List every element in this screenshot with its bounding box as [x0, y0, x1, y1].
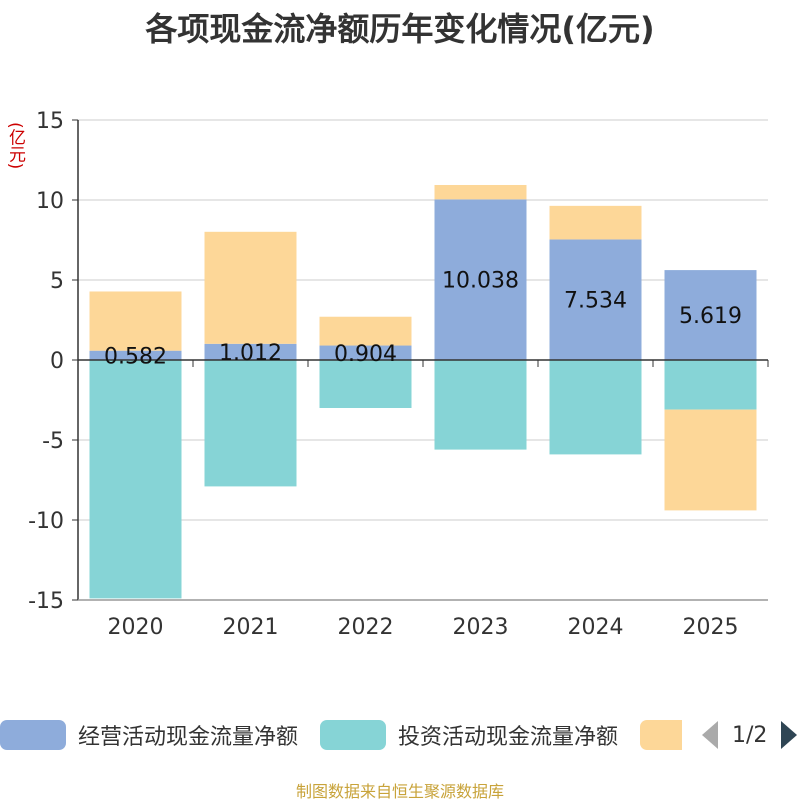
y-tick-label: 15 — [36, 109, 64, 134]
y-tick-label: -15 — [28, 589, 64, 614]
legend-item-financing[interactable] — [640, 716, 682, 754]
bar-financing-2021 — [204, 231, 297, 344]
bar-investing-2022 — [319, 360, 412, 408]
x-tick-label: 2025 — [683, 615, 739, 640]
pager-next-icon[interactable] — [781, 721, 798, 749]
legend-swatch-investing — [320, 720, 386, 750]
bar-investing-2024 — [549, 360, 642, 455]
bar-investing-2025 — [664, 360, 757, 410]
legend-swatch-operating — [0, 720, 66, 750]
legend-label-operating: 经营活动现金流量净额 — [78, 725, 299, 750]
bar-investing-2021 — [204, 360, 297, 487]
axes: 15 10 5 0 -5 -10 -15 — [28, 109, 769, 614]
x-tick-label: 2020 — [108, 615, 164, 640]
y-tick-label: 0 — [50, 349, 64, 374]
y-tick-label: 5 — [50, 269, 64, 294]
data-labels: 2020 2021 2022 2023 2024 2025 0.582 1.012 0.904 1… — [104, 269, 742, 640]
data-label-operating: 0.904 — [334, 342, 397, 367]
x-tick-label: 2024 — [568, 615, 624, 640]
y-tick-label: -10 — [28, 509, 64, 534]
bar-chart: 15 10 5 0 -5 -10 -15 2020 2021 2022 2023 2024 2025 0… — [28, 109, 769, 640]
chart-title: 各项现金流净额历年变化情况(亿元) — [145, 10, 655, 48]
x-tick-label: 2021 — [223, 615, 279, 640]
legend-item-investing[interactable]: 投资活动现金流量净额 — [320, 716, 618, 754]
bar-operating-2023 — [434, 199, 527, 360]
bar-operating-2025 — [664, 270, 757, 360]
data-label-operating: 7.534 — [564, 289, 627, 314]
y-tick-label: -5 — [42, 429, 64, 454]
bars — [89, 184, 757, 599]
x-tick-label: 2023 — [453, 615, 509, 640]
bar-financing-2025 — [664, 409, 757, 511]
bar-financing-2024 — [549, 205, 642, 240]
bar-financing-2020 — [89, 291, 182, 351]
legend-pager: 1/2 — [702, 716, 798, 754]
pager-page-text: 1/2 — [732, 722, 768, 748]
bar-operating-2022 — [319, 345, 412, 360]
data-label-operating: 10.038 — [442, 269, 519, 294]
bar-financing-2023 — [434, 184, 527, 200]
legend: 经营活动现金流量净额 投资活动现金流量净额 1/2 — [0, 716, 800, 754]
pager-prev-icon[interactable] — [702, 721, 718, 749]
bar-financing-2022 — [319, 316, 412, 346]
bar-operating-2021 — [204, 343, 297, 360]
legend-swatch-financing — [640, 720, 682, 750]
x-tick-label: 2022 — [338, 615, 394, 640]
y-tick-label: 10 — [36, 189, 64, 214]
bar-investing-2023 — [434, 360, 527, 450]
data-label-operating: 1.012 — [219, 341, 282, 366]
data-source-note: 制图数据来自恒生聚源数据库 — [295, 782, 504, 801]
bar-investing-2020 — [89, 360, 182, 599]
bar-operating-2020 — [89, 350, 182, 360]
legend-item-operating[interactable]: 经营活动现金流量净额 — [0, 716, 298, 754]
data-label-operating: 5.619 — [679, 304, 742, 329]
y-axis-unit: (亿元) — [5, 122, 25, 170]
data-label-operating: 0.582 — [104, 344, 167, 369]
legend-label-investing: 投资活动现金流量净额 — [398, 725, 619, 750]
bar-operating-2024 — [549, 239, 642, 360]
